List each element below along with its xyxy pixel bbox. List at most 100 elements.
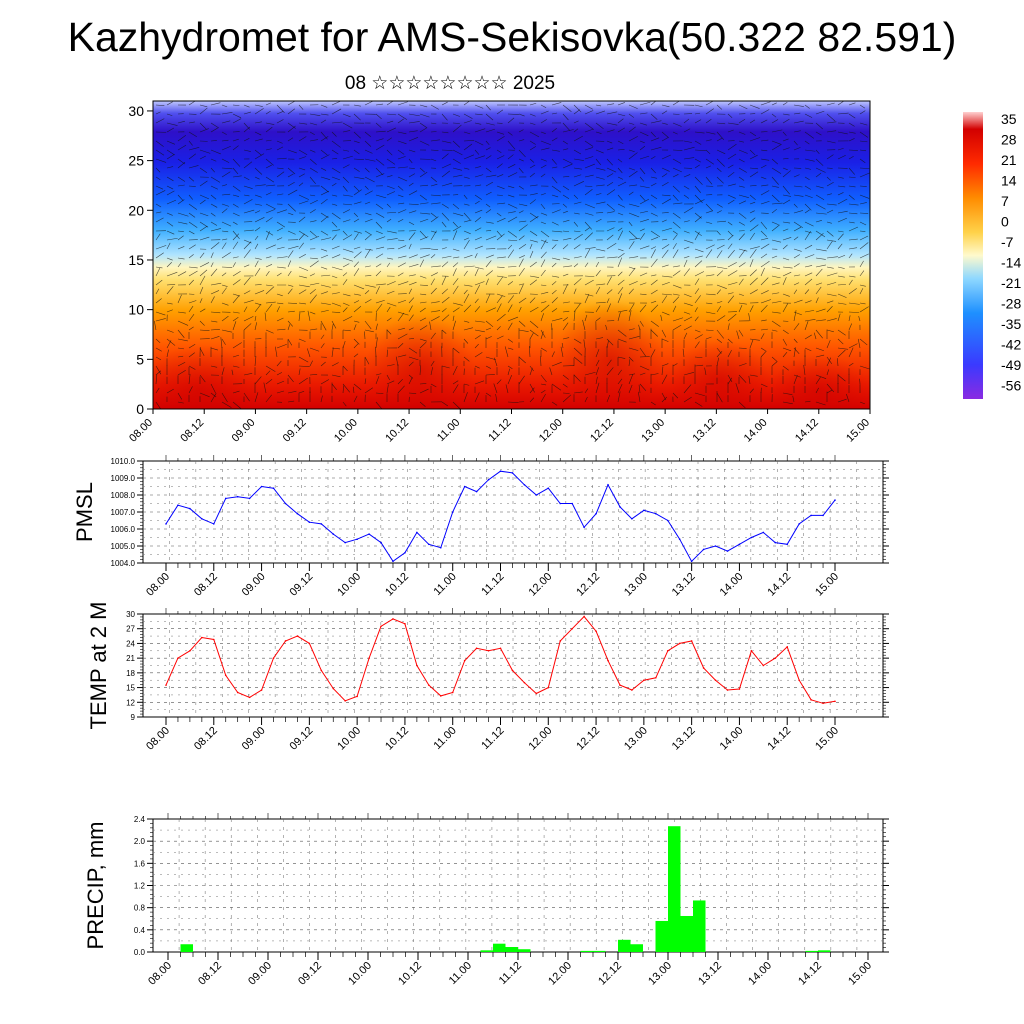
wind-vector [551,166,558,169]
wind-vector [837,374,846,382]
heatmap-x-tick-label: 13.12 [691,417,719,445]
wind-vector [177,329,185,338]
wind-vector [551,230,563,233]
wind-vector [683,332,688,340]
wind-vector [529,365,534,372]
wind-vector [166,154,175,160]
wind-vector [265,164,272,169]
wind-vector [771,300,782,304]
wind-vector [749,388,754,394]
data-point [392,618,394,620]
wind-vector [320,113,329,116]
wind-vector [353,251,362,259]
wind-vector [221,284,228,287]
data-point [666,649,669,652]
data-point [404,623,406,625]
wind-vector [694,164,700,169]
wind-vector [826,282,837,286]
wind-vector [804,221,814,227]
wind-vector [628,356,634,362]
wind-vector [430,230,437,241]
wind-vector [155,298,162,304]
wind-vector [749,185,757,187]
wind-vector [474,104,484,109]
wind-vector [804,400,811,403]
wind-vector [518,139,525,142]
wind-vector [254,392,259,403]
wind-vector [694,278,700,286]
y-tick-label: 0.8 [134,904,146,913]
wind-vector [430,104,439,110]
wind-vector [749,154,758,160]
wind-vector [364,149,373,154]
wind-vector [738,167,747,173]
wind-vector [782,170,791,178]
wind-vector [518,255,525,259]
wind-vector [309,167,318,173]
x-tick-label: 14.00 [746,960,774,988]
wind-vector [199,199,206,205]
x-tick-label: 15.00 [813,725,841,753]
wind-vector [430,158,437,162]
wind-vector [683,194,690,199]
wind-vector [155,311,166,316]
wind-vector [529,397,535,403]
wind-vector [507,401,519,403]
wind-vector [331,176,341,181]
wind-vector [364,201,371,205]
wind-vector [628,167,636,171]
wind-vector [419,140,430,146]
wind-vector [188,203,198,210]
y-axis-label: TEMP at 2 M [86,602,111,730]
wind-vector [210,228,221,232]
wind-vector [386,113,397,116]
wind-vector [826,176,831,181]
wind-vector [375,373,382,376]
wind-vector [573,128,579,133]
wind-vector [735,383,740,394]
data-point [284,502,287,505]
wind-vector [518,220,527,223]
wind-vector [837,198,848,205]
wind-vector [166,242,171,250]
wind-vector [573,263,579,268]
wind-vector [749,194,756,201]
wind-vector [474,209,483,214]
wind-vector [430,122,437,125]
wind-vector [155,217,164,223]
wind-vector [254,167,263,175]
wind-vector [694,140,702,145]
wind-vector [210,149,221,155]
wind-vector [408,305,413,313]
wind-vector [386,191,396,196]
wind-vector [782,228,789,232]
wind-vector [408,288,412,295]
wind-vector [617,203,626,208]
wind-vector [397,194,404,198]
wind-vector [584,104,593,110]
wind-vector [155,267,161,277]
wind-vector [210,194,217,200]
wind-vector [298,368,301,376]
y-tick-label: 0.0 [134,948,146,957]
wind-vector [342,122,353,129]
wind-vector [254,121,262,124]
wind-vector [771,129,783,133]
wind-vector [837,192,844,196]
wind-vector [342,279,348,286]
wind-vector [782,138,789,142]
wind-vector [298,338,306,342]
wind-vector [650,156,656,160]
data-point [822,514,824,517]
wind-vector [221,167,233,170]
wind-vector [507,266,517,268]
wind-vector [694,356,703,359]
data-point [487,649,490,652]
wind-vector [562,237,572,241]
wind-vector [232,158,241,167]
wind-vector [815,354,825,358]
wind-vector [804,209,810,214]
wind-vector [793,120,804,124]
wind-vector [826,256,838,259]
wind-vector [661,227,672,232]
